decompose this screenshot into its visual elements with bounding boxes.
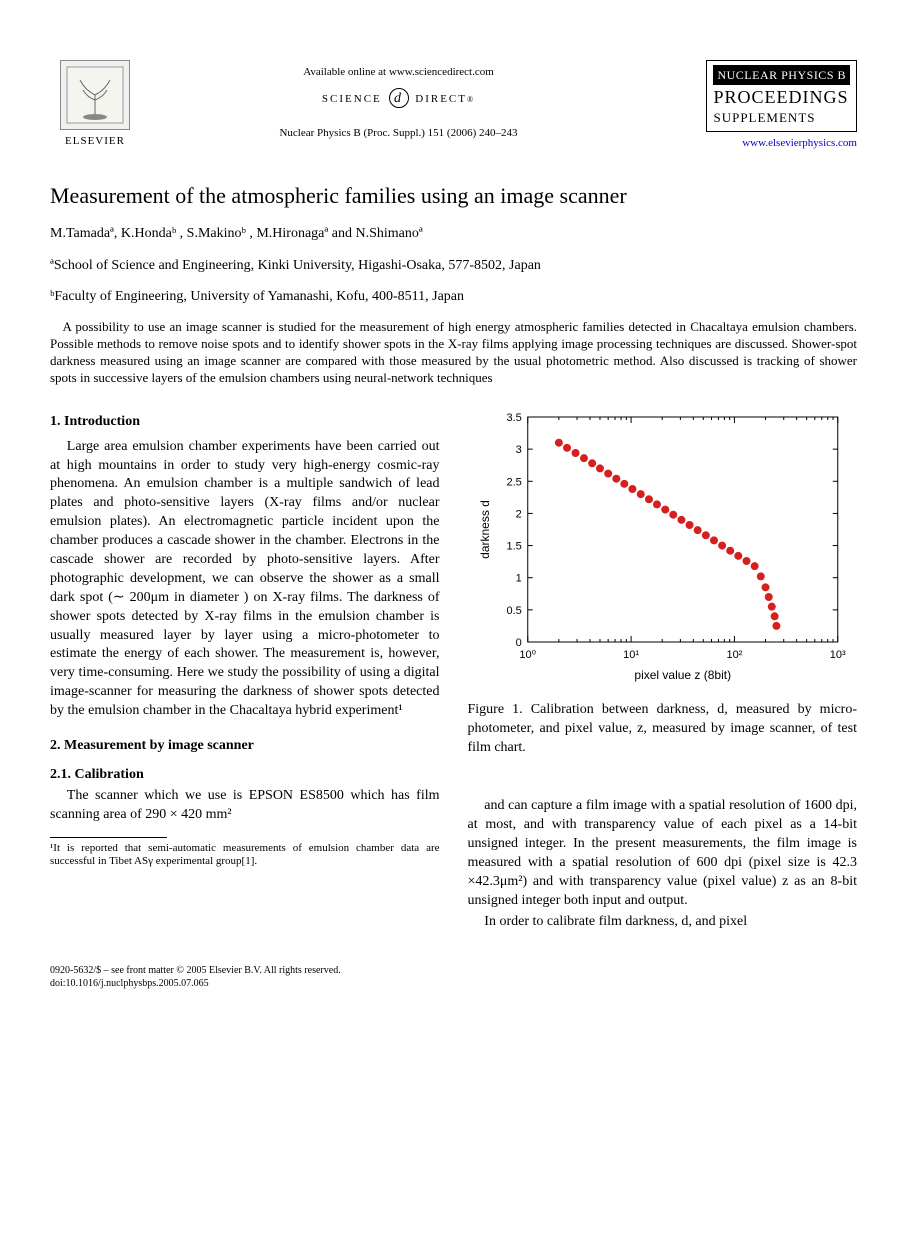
svg-text:0: 0 [515,637,521,649]
svg-text:darkness d: darkness d [477,500,491,559]
two-column-body: 1. Introduction Large area emulsion cham… [50,407,857,934]
svg-text:10¹: 10¹ [623,649,639,661]
journal-badge: NUCLEAR PHYSICS B PROCEEDINGS SUPPLEMENT… [657,60,857,151]
elsevier-logo-block: ELSEVIER [50,60,140,149]
footnote-rule [50,837,167,838]
section-2-heading: 2. Measurement by image scanner [50,737,440,756]
elsevier-label: ELSEVIER [65,134,125,149]
svg-text:0.5: 0.5 [506,605,521,617]
npb-proceedings: PROCEEDINGS [713,85,850,109]
figure-1-caption: Figure 1. Calibration between darkness, … [468,701,858,758]
bottom-info: 0920-5632/$ – see front matter © 2005 El… [50,964,857,990]
doi-line: doi:10.1016/j.nuclphysbps.2005.07.065 [50,977,857,990]
svg-text:2: 2 [515,508,521,520]
section-2-1-body: The scanner which we use is EPSON ES8500… [50,787,440,825]
svg-text:1: 1 [515,573,521,585]
section-1-heading: 1. Introduction [50,413,440,432]
article-title: Measurement of the atmospheric families … [50,181,857,211]
elsevier-physics-link[interactable]: www.elsevierphysics.com [657,136,857,151]
svg-text:3.5: 3.5 [506,412,521,424]
npb-supplements: SUPPLEMENTS [713,109,850,127]
svg-text:1.5: 1.5 [506,540,521,552]
svg-text:2.5: 2.5 [506,476,521,488]
figure-1-chart: 0 0.5 1 1.5 2 2.5 3 3.5 10⁰ 10¹ 10² 10³ pixel value … [468,407,858,687]
abstract-text: A possibility to use an image scanner is… [50,319,857,387]
footnote-1: ¹It is reported that semi-automatic meas… [50,842,440,868]
available-online-text: Available online at www.sciencedirect.co… [140,65,657,80]
svg-text:10⁰: 10⁰ [519,649,536,661]
npb-title: NUCLEAR PHYSICS B [713,65,850,85]
affiliation-b: ᵇFaculty of Engineering, University of Y… [50,288,857,307]
svg-text:pixel value z (8bit): pixel value z (8bit) [634,668,731,682]
svg-text:10³: 10³ [829,649,845,661]
journal-reference: Nuclear Physics B (Proc. Suppl.) 151 (20… [140,126,657,141]
svg-text:10²: 10² [726,649,742,661]
npb-box: NUCLEAR PHYSICS B PROCEEDINGS SUPPLEMENT… [706,60,857,132]
section-2-1-heading: 2.1. Calibration [50,766,440,785]
page-header: ELSEVIER Available online at www.science… [50,60,857,151]
authors-line: M.Tamadaª, K.Hondaᵇ , S.Makinoᵇ , M.Hiro… [50,225,857,244]
copyright-line: 0920-5632/$ – see front matter © 2005 El… [50,964,857,977]
col2-paragraph-1: and can capture a film image with a spat… [468,797,858,910]
section-1-body: Large area emulsion chamber experiments … [50,438,440,721]
right-column: 0 0.5 1 1.5 2 2.5 3 3.5 10⁰ 10¹ 10² 10³ pixel value … [468,407,858,934]
elsevier-tree-icon [60,60,130,130]
sciencedirect-logo: SCIENCE d DIRECT® [140,88,657,108]
left-column: 1. Introduction Large area emulsion cham… [50,407,440,934]
abstract-body: A possibility to use an image scanner is… [50,319,857,385]
affiliation-a: ªSchool of Science and Engineering, Kink… [50,257,857,276]
svg-text:3: 3 [515,444,521,456]
col2-paragraph-2: In order to calibrate film darkness, d, … [468,913,858,932]
center-header: Available online at www.sciencedirect.co… [140,60,657,141]
